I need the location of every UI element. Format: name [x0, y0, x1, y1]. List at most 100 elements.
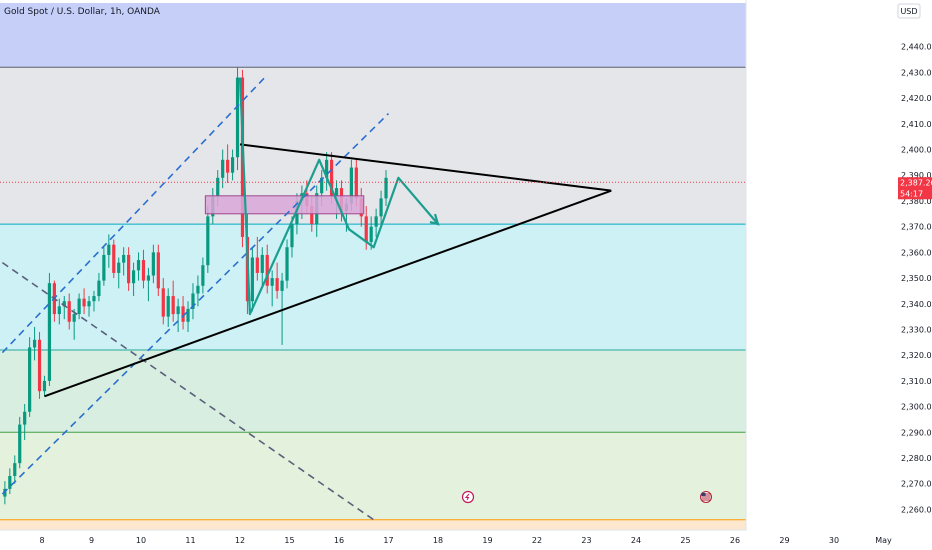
candle-body	[290, 224, 294, 248]
candle-body	[384, 177, 388, 199]
time-tick-label: 10	[136, 536, 146, 545]
drawings[interactable]	[1, 76, 612, 521]
time-tick-label: 24	[631, 536, 641, 545]
price-tick-label: 2,400.000	[901, 146, 932, 155]
candle-body	[131, 270, 136, 284]
candle-body	[374, 216, 378, 227]
price-tick-label: 2,390.000	[901, 171, 932, 180]
time-tick-label: 22	[532, 536, 542, 545]
candle-body	[216, 177, 220, 196]
candle-body	[37, 339, 42, 392]
candle-body	[221, 159, 225, 178]
candle-body	[325, 159, 329, 178]
candle	[325, 152, 329, 191]
candle	[196, 275, 200, 307]
time-tick-label: 17	[383, 536, 393, 545]
horizontal-levels	[0, 66, 746, 521]
candle	[176, 298, 180, 333]
us-flag-icon[interactable]	[700, 491, 712, 503]
candle	[374, 208, 378, 237]
candle-body	[176, 306, 180, 315]
candle	[226, 144, 230, 183]
time-tick-label: 19	[482, 536, 492, 545]
candle	[235, 67, 240, 171]
triangle-line[interactable]	[44, 189, 612, 398]
price-tick-label: 2,340.000	[901, 300, 932, 309]
candle-body	[13, 463, 17, 477]
price-tick-label: 2,360.000	[901, 248, 932, 257]
candle	[131, 262, 136, 297]
channel-line[interactable]	[1, 76, 266, 354]
candle	[186, 301, 190, 333]
candle-body	[136, 260, 141, 271]
candle-body	[369, 226, 373, 243]
price-tick-label: 2,290.000	[901, 428, 932, 437]
candle	[141, 249, 146, 289]
channel-line[interactable]	[1, 261, 375, 521]
candle	[230, 149, 235, 181]
zigzag-projection[interactable]	[238, 77, 439, 316]
candle-body	[364, 216, 368, 243]
candle	[265, 244, 269, 294]
candle	[156, 244, 160, 297]
candle	[151, 244, 155, 284]
time-axis[interactable]	[0, 530, 932, 550]
candle-body	[206, 216, 210, 266]
candle-body	[32, 339, 37, 348]
price-tick-label: 2,270.000	[901, 480, 932, 489]
zone-band	[0, 224, 746, 351]
candle-body	[122, 254, 126, 263]
candle-body	[151, 252, 155, 276]
candle	[136, 252, 141, 281]
candle-body	[250, 257, 254, 302]
candle-body	[379, 198, 383, 217]
candle-body	[186, 308, 190, 322]
time-tick-label: 8	[39, 536, 44, 545]
channel-line[interactable]	[1, 112, 390, 495]
candle	[122, 247, 126, 276]
candle	[57, 298, 61, 325]
time-tick-label: 23	[581, 536, 591, 545]
candle-body	[23, 411, 27, 425]
top-edge	[0, 0, 746, 3]
time-tick-label: 11	[185, 536, 195, 545]
candle	[206, 206, 210, 273]
price-tick-label: 2,440.000	[901, 43, 932, 52]
zone-band	[0, 350, 746, 433]
candle-body	[92, 296, 96, 302]
price-tick-label: 2,330.000	[901, 325, 932, 334]
candle-body	[161, 288, 165, 317]
candle-body	[117, 262, 121, 273]
candle	[221, 149, 225, 189]
zone-band	[0, 3, 746, 68]
candle	[37, 332, 42, 399]
candle-body	[87, 301, 91, 307]
projection-arrowhead[interactable]	[429, 213, 440, 226]
currency-button[interactable]: USD	[897, 3, 921, 19]
candle	[82, 288, 86, 315]
price-tick-label: 2,370.000	[901, 223, 932, 232]
candle-body	[226, 159, 230, 173]
candle-body	[67, 301, 71, 322]
zone-band	[0, 519, 746, 530]
candle-body	[230, 157, 235, 173]
candle-body	[255, 257, 259, 273]
earnings-icon[interactable]	[461, 490, 475, 504]
price-tick-label: 2,410.000	[901, 120, 932, 129]
candle-body	[310, 206, 314, 225]
candle-body	[270, 278, 274, 286]
candle-body	[280, 280, 284, 291]
symbol-title[interactable]: Gold Spot / U.S. Dollar, 1h, OANDA	[4, 7, 161, 17]
triangle-line[interactable]	[239, 143, 612, 192]
price-tick-label: 2,380.000	[901, 197, 932, 206]
candle-body	[28, 347, 32, 412]
price-tick-label: 2,310.000	[901, 377, 932, 386]
price-tick-label: 2,320.000	[901, 351, 932, 360]
candle-body	[18, 424, 22, 464]
candle	[87, 296, 91, 317]
price-axis[interactable]	[746, 0, 932, 550]
candle-body	[107, 244, 111, 255]
candle	[127, 247, 131, 291]
